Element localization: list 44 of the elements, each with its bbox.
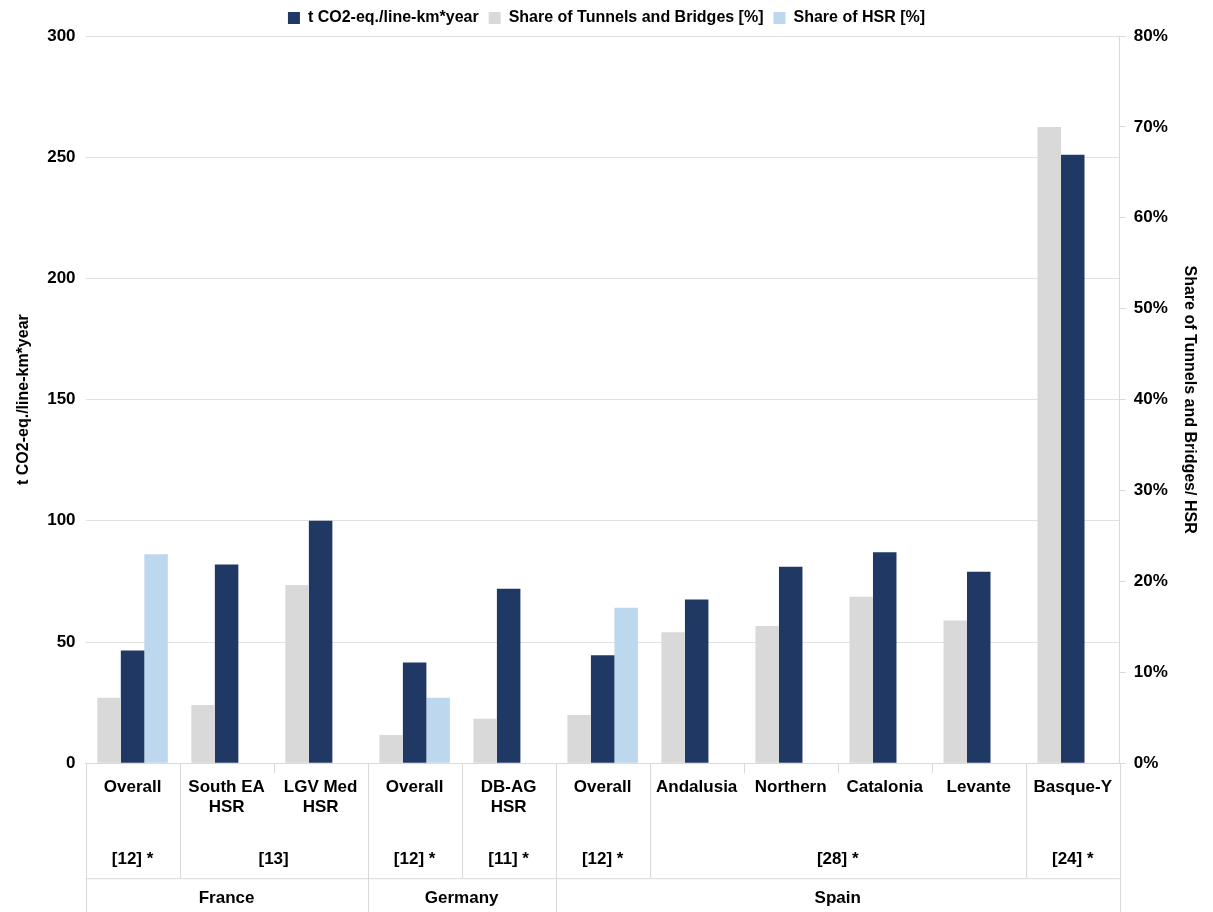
- x-tick-label: Overall: [573, 777, 632, 797]
- x-tick-label: Catalonia: [846, 777, 924, 797]
- y-tick-label: 250: [47, 146, 76, 166]
- y-axis-title: t CO2-eq./line-km*year: [14, 314, 32, 485]
- text: [12] *: [393, 848, 436, 868]
- x-tick-label: Northern: [754, 777, 827, 797]
- y2-tick-label: 60%: [1133, 207, 1168, 227]
- text: [28] *: [816, 848, 859, 868]
- y2-tick-label: 40%: [1133, 389, 1168, 409]
- text: Germany: [424, 887, 500, 907]
- x-tick-label: Levante: [946, 777, 1011, 797]
- legend-label: Share of Tunnels and Bridges [%]: [508, 8, 764, 26]
- text: [12] *: [111, 848, 154, 868]
- x-tick-label: Overall: [103, 777, 162, 797]
- y-tick-label: 200: [47, 268, 76, 288]
- bar: [496, 588, 521, 763]
- bar: [214, 564, 239, 763]
- text: France: [198, 887, 255, 907]
- x-tick-label: Overall: [385, 777, 444, 797]
- text: [24] *: [1051, 848, 1094, 868]
- text: Spain: [814, 887, 861, 907]
- x-tick-label: LGV Med HSR: [283, 777, 358, 817]
- y2-tick-label: 0%: [1133, 752, 1159, 772]
- y-tick-label: 100: [47, 510, 76, 530]
- x-tick-label: DB-AG HSR: [480, 777, 537, 817]
- x-tick-label: Basque-Y: [1033, 777, 1113, 797]
- x-tick-label: South EA HSR: [188, 777, 265, 817]
- text: [12] *: [581, 848, 624, 868]
- text: [13]: [258, 848, 289, 868]
- y2-tick-label: 30%: [1133, 480, 1168, 500]
- y2-tick-label: 80%: [1133, 25, 1168, 45]
- y-tick-label: 300: [47, 25, 76, 45]
- y-tick-label: 0: [66, 752, 76, 772]
- y-tick-label: 50: [56, 631, 76, 651]
- legend-label: t CO2-eq./line-km*year: [307, 8, 479, 26]
- legend-label: Share of HSR [%]: [793, 8, 926, 26]
- y2-tick-label: 50%: [1133, 298, 1168, 318]
- y2-tick-label: 70%: [1133, 116, 1168, 136]
- y2-tick-label: 10%: [1133, 661, 1168, 681]
- y2-axis-title: Share of Tunnels and Bridges/ HSR: [1181, 265, 1199, 535]
- text: [11] *: [488, 848, 530, 868]
- x-tick-label: Andalusia: [656, 777, 738, 797]
- y-tick-label: 150: [47, 389, 76, 409]
- y2-tick-label: 20%: [1133, 571, 1168, 591]
